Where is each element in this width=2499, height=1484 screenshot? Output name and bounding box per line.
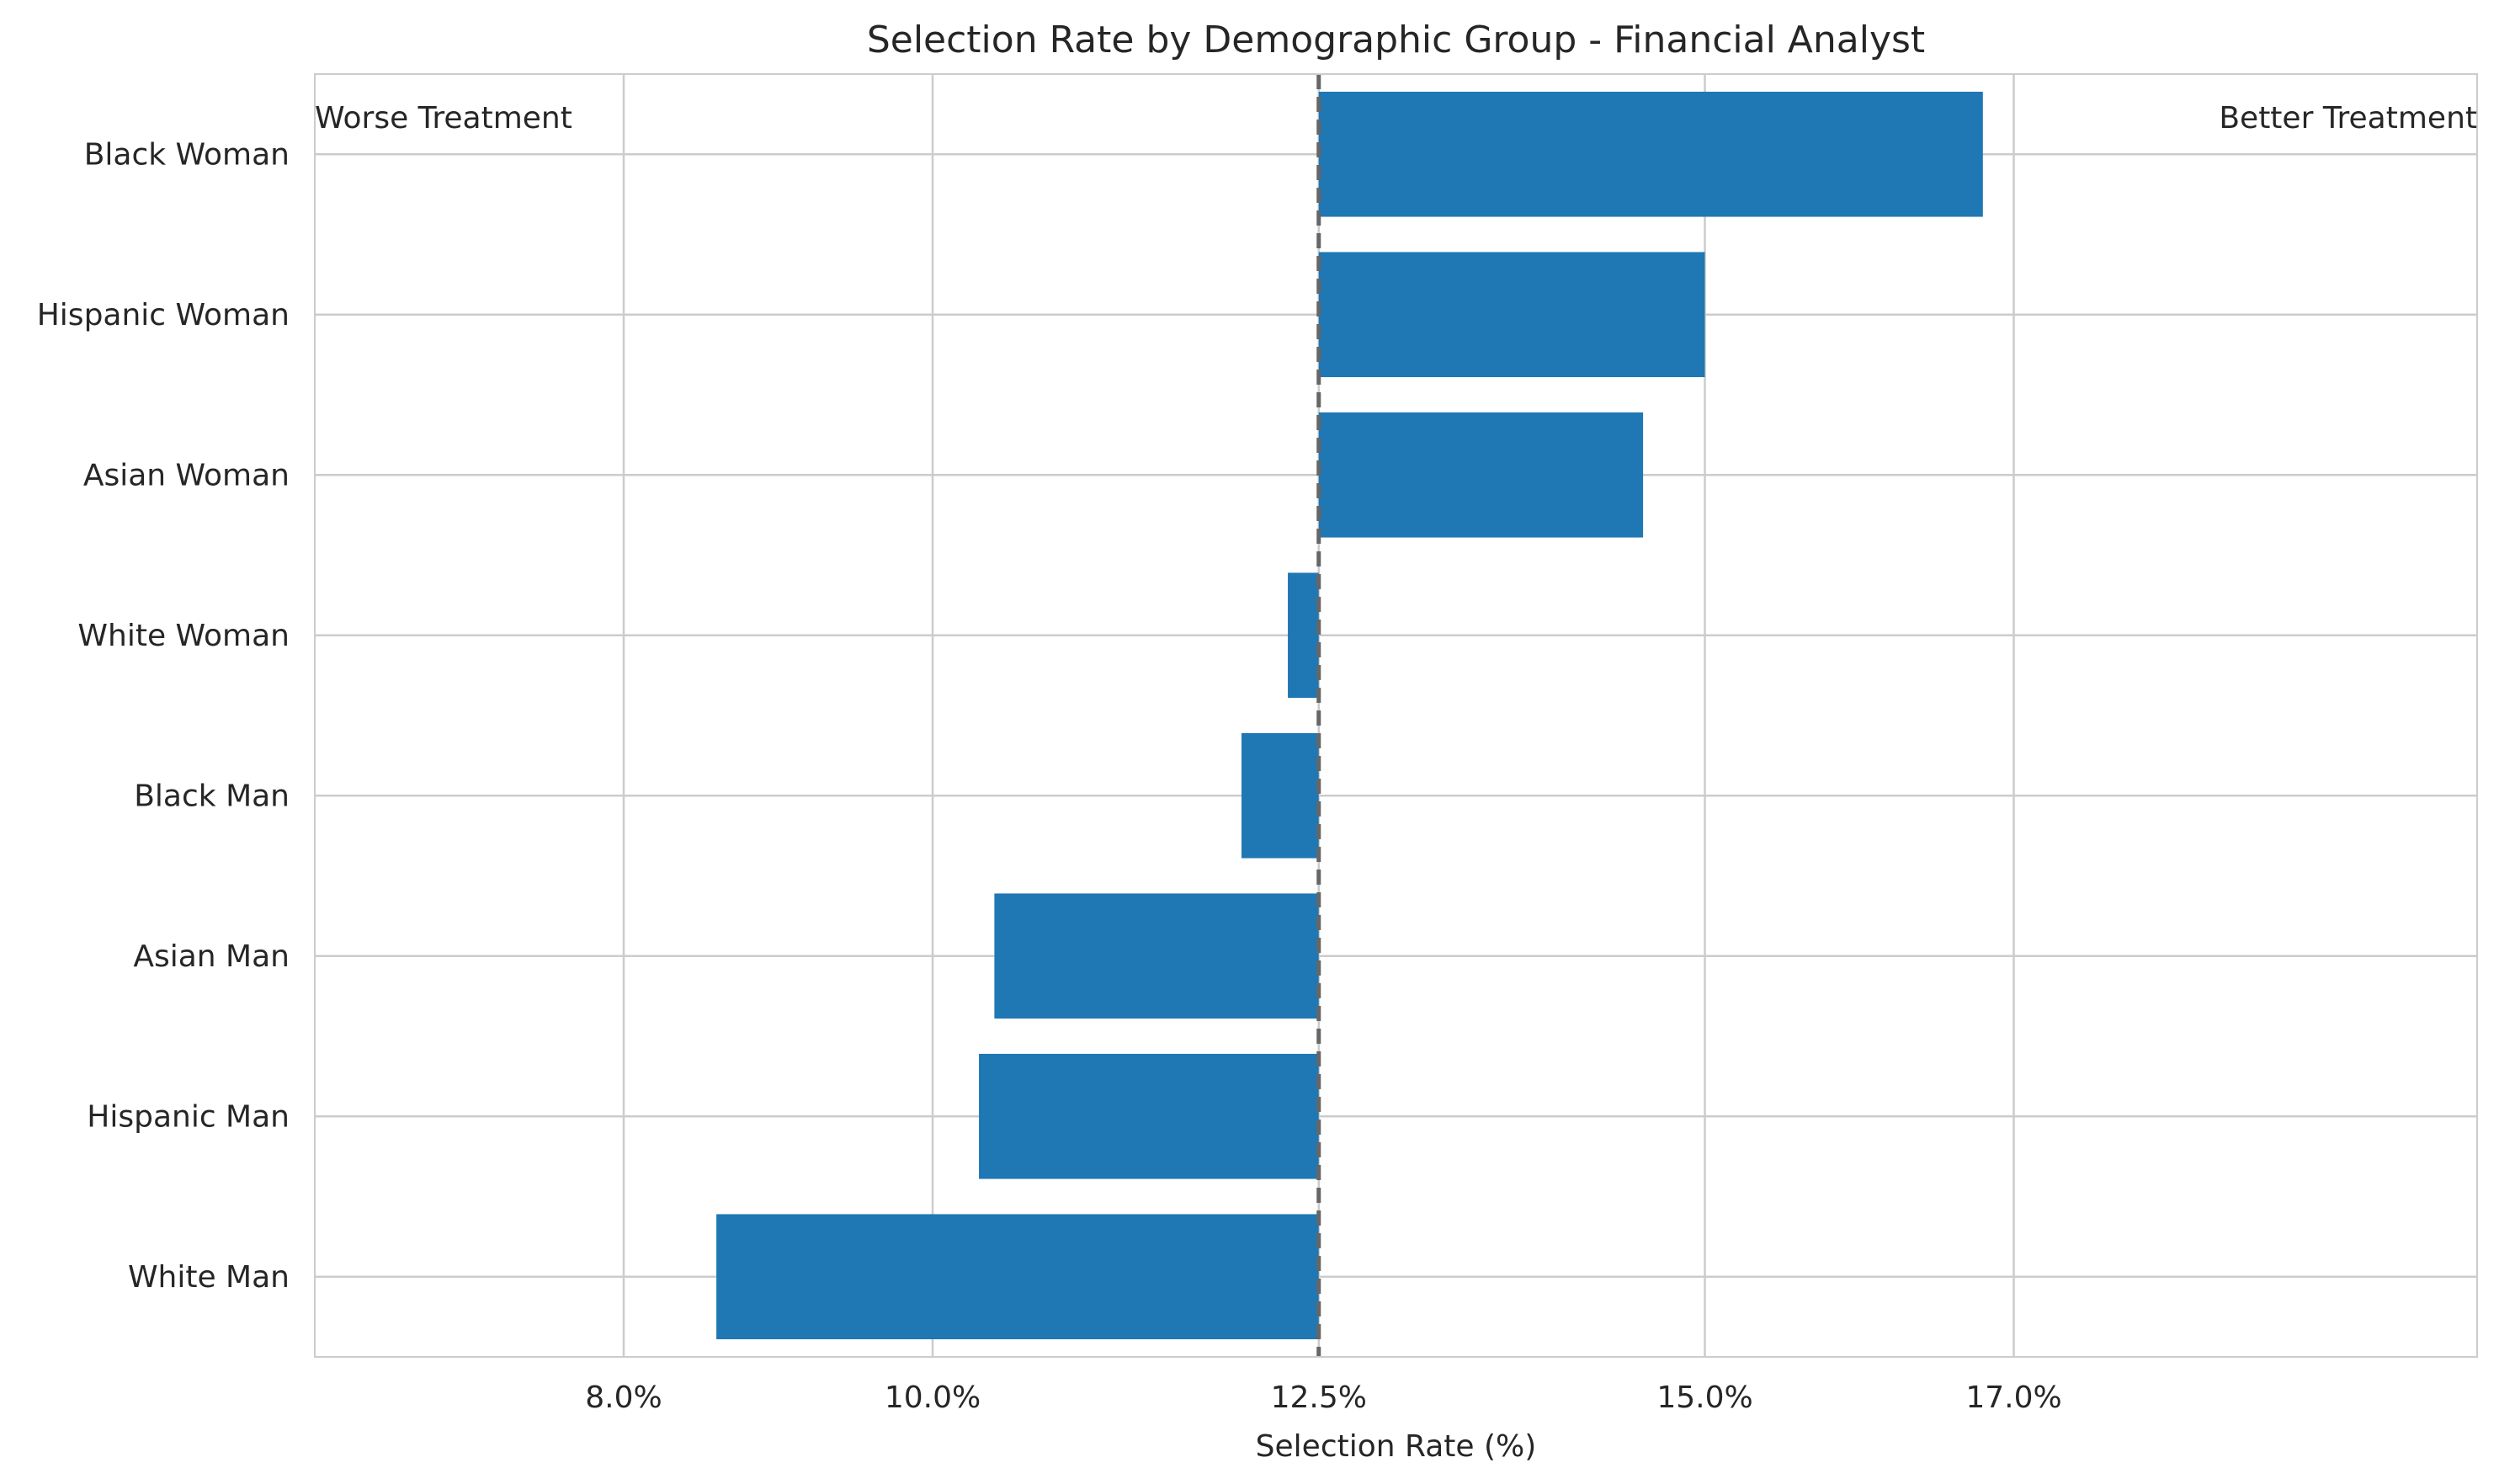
x-axis-label: Selection Rate (%) bbox=[1256, 1429, 1537, 1464]
bar bbox=[1318, 252, 1705, 378]
bars bbox=[716, 91, 1983, 1340]
x-tick-label: 8.0% bbox=[585, 1380, 662, 1415]
bar bbox=[1288, 572, 1319, 699]
x-tick-label: 10.0% bbox=[885, 1380, 981, 1415]
y-tick-label: Hispanic Woman bbox=[37, 298, 290, 332]
y-tick-label: Black Woman bbox=[84, 137, 290, 172]
bar bbox=[994, 893, 1319, 1019]
y-tick-label: Asian Man bbox=[133, 939, 290, 974]
y-tick-label: Black Man bbox=[134, 779, 290, 813]
y-tick-label: Hispanic Man bbox=[87, 1099, 290, 1134]
x-tick-label: 17.0% bbox=[1965, 1380, 2061, 1415]
y-tick-label: White Woman bbox=[77, 619, 290, 653]
bar bbox=[1318, 91, 1983, 217]
x-tick-label: 15.0% bbox=[1656, 1380, 1752, 1415]
chart-title: Selection Rate by Demographic Group - Fi… bbox=[867, 19, 1925, 61]
bar bbox=[1318, 412, 1644, 538]
bar bbox=[716, 1214, 1319, 1340]
y-tick-labels: Black Woman Hispanic Woman Asian Woman Whit… bbox=[37, 137, 290, 1295]
bar bbox=[1242, 732, 1319, 859]
plot-area-frame bbox=[314, 73, 2478, 1358]
bar bbox=[979, 1053, 1319, 1179]
x-tick-labels: 8.0% 10.0% 12.5% 15.0% 17.0% bbox=[585, 1380, 2061, 1415]
y-tick-label: Asian Woman bbox=[83, 458, 290, 492]
y-tick-label: White Man bbox=[128, 1260, 290, 1295]
worse-treatment-annotation: Worse Treatment bbox=[315, 101, 572, 136]
better-treatment-annotation: Better Treatment bbox=[2219, 101, 2477, 136]
x-tick-label: 12.5% bbox=[1271, 1380, 1367, 1415]
